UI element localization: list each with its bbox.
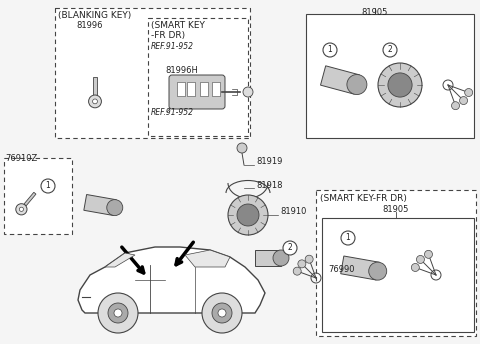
Polygon shape	[105, 253, 135, 267]
Circle shape	[89, 95, 101, 108]
Bar	[4, 158, 72, 234]
Text: REF.91-952: REF.91-952	[151, 42, 194, 51]
Bar	[316, 190, 476, 336]
Bar	[306, 14, 474, 138]
Circle shape	[98, 293, 138, 333]
Circle shape	[93, 99, 97, 104]
Circle shape	[388, 73, 412, 97]
Text: 76910Z: 76910Z	[5, 154, 37, 163]
Text: 2: 2	[388, 45, 392, 54]
Circle shape	[107, 200, 123, 216]
Circle shape	[293, 267, 301, 275]
Text: 81918: 81918	[256, 181, 283, 190]
Circle shape	[16, 204, 27, 215]
Bar	[212, 82, 220, 96]
Polygon shape	[321, 66, 360, 94]
Circle shape	[305, 255, 313, 263]
Text: 76990: 76990	[328, 265, 355, 273]
Bar	[55, 8, 250, 138]
Polygon shape	[78, 247, 265, 313]
Text: 1: 1	[346, 234, 350, 243]
Circle shape	[383, 43, 397, 57]
Circle shape	[237, 204, 259, 226]
Circle shape	[202, 293, 242, 333]
Circle shape	[237, 143, 247, 153]
Text: 81905: 81905	[362, 8, 388, 17]
Text: (SMART KEY-FR DR): (SMART KEY-FR DR)	[320, 194, 407, 203]
Circle shape	[283, 241, 297, 255]
Circle shape	[298, 260, 306, 268]
Text: 81996H: 81996H	[165, 66, 198, 75]
Bar	[322, 218, 474, 332]
Circle shape	[108, 303, 128, 323]
Circle shape	[465, 88, 473, 97]
Bar	[177, 82, 185, 96]
Text: 81910: 81910	[280, 207, 306, 216]
Circle shape	[459, 97, 468, 105]
Circle shape	[19, 207, 24, 212]
Text: 81905: 81905	[383, 205, 409, 214]
FancyBboxPatch shape	[169, 75, 225, 109]
Circle shape	[273, 250, 289, 266]
Circle shape	[417, 256, 424, 264]
Circle shape	[341, 231, 355, 245]
Circle shape	[243, 87, 253, 97]
Circle shape	[378, 63, 422, 107]
Circle shape	[228, 195, 268, 235]
Text: 1: 1	[328, 45, 332, 54]
Circle shape	[411, 264, 420, 271]
Circle shape	[369, 262, 387, 280]
Text: 2: 2	[288, 244, 292, 252]
Circle shape	[41, 179, 55, 193]
Text: 81919: 81919	[256, 158, 282, 166]
Polygon shape	[185, 250, 230, 267]
Bar	[148, 18, 248, 136]
Bar	[200, 82, 208, 96]
Text: 1: 1	[46, 182, 50, 191]
Bar	[187, 82, 195, 96]
Polygon shape	[84, 194, 116, 215]
Text: (BLANKING KEY): (BLANKING KEY)	[58, 11, 131, 20]
Polygon shape	[94, 77, 96, 95]
Circle shape	[424, 250, 432, 258]
Text: -FR DR): -FR DR)	[151, 31, 185, 40]
Polygon shape	[341, 256, 379, 280]
Text: 81996: 81996	[77, 21, 103, 30]
Polygon shape	[24, 192, 36, 206]
Polygon shape	[255, 250, 281, 266]
Circle shape	[218, 309, 226, 317]
Text: REF.91-952: REF.91-952	[151, 108, 194, 117]
Circle shape	[323, 43, 337, 57]
Circle shape	[114, 309, 122, 317]
Circle shape	[212, 303, 232, 323]
Circle shape	[452, 102, 459, 110]
Circle shape	[347, 75, 367, 95]
Text: (SMART KEY: (SMART KEY	[151, 21, 205, 30]
